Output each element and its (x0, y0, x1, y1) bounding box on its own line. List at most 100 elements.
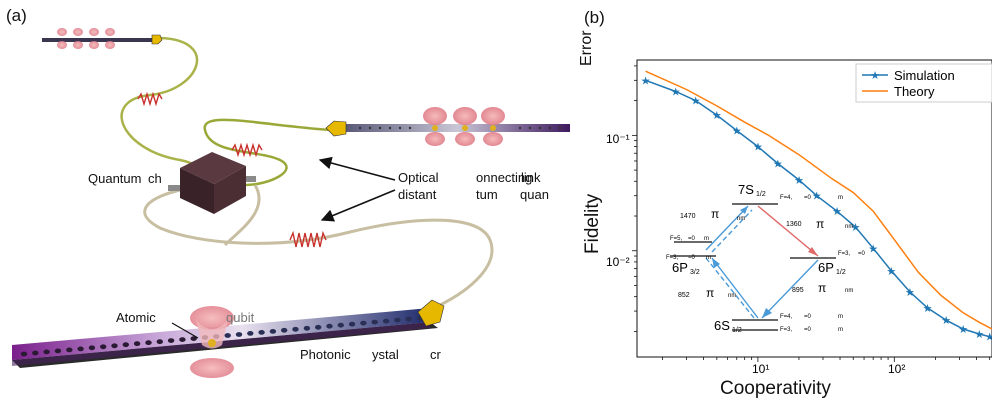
panel-b-label: (b) (584, 8, 605, 27)
crystal-hole (156, 339, 163, 345)
label-mf0-top: =0 (804, 195, 812, 201)
optical-switch-cube (168, 152, 256, 214)
crystal-hole (247, 331, 254, 336)
level-6s: 6S (714, 318, 730, 333)
crystal-hole (100, 344, 107, 350)
data-point-simulation: ★ (974, 329, 984, 341)
label-f3-left: F=3, (666, 255, 679, 261)
data-point-simulation: ★ (868, 243, 878, 255)
crystal-hole (337, 322, 344, 328)
crystal-hole (167, 338, 175, 343)
crystal-hole (348, 321, 356, 327)
data-point-simulation: ★ (886, 266, 896, 278)
label-distant: distant (398, 187, 437, 202)
data-point-simulation: ★ (753, 142, 763, 154)
label-f4-bottom: F=4, (780, 314, 793, 320)
crystal-hole (88, 345, 96, 351)
data-point-simulation: ★ (794, 175, 804, 187)
legend-theory: Theory (894, 84, 935, 99)
data-point-simulation: ★ (923, 303, 933, 315)
legend: ★ Simulation Theory (855, 63, 992, 103)
quantum-network-schematic (12, 28, 570, 378)
arrow-to-atom (171, 322, 199, 339)
transition-1470-dashed (711, 209, 753, 253)
level-6p12: 6P (818, 260, 834, 275)
series-line-theory (645, 70, 992, 330)
crystal-hole (43, 349, 50, 355)
data-point-simulation: ★ (773, 159, 783, 171)
label-quan: quan (520, 187, 549, 202)
series-line-simulation (645, 79, 990, 338)
xtick-label-0: 10¹ (752, 362, 769, 376)
nm-1470: nm (737, 216, 745, 222)
label-qubit: qubit (226, 310, 255, 325)
label-cr: cr (430, 347, 441, 362)
transition-1470 (705, 205, 749, 251)
fiber-mid (203, 118, 331, 187)
crystal-hole (32, 350, 39, 356)
pi-852: π (706, 286, 714, 300)
crystal-hole (394, 317, 401, 323)
transition-852 (711, 257, 759, 319)
crystal-hole (224, 333, 231, 338)
pi-1360: π (816, 217, 824, 231)
level-6p32: 6P (672, 260, 688, 275)
arrow-to-photon (320, 189, 396, 222)
atom-trap-right (423, 107, 505, 146)
crystal-hole (66, 347, 73, 353)
label-m-top: m (838, 195, 843, 201)
label-optical: Optical (398, 170, 439, 185)
label-mf0-f5: =0 (688, 236, 696, 242)
atom-trap-top-left (57, 28, 115, 49)
wavelength-1360: 1360 (786, 221, 802, 228)
label-m-f3-left: m (706, 255, 711, 261)
data-point-simulation: ★ (905, 287, 915, 299)
level-7s: 7S (738, 182, 754, 197)
transition-895 (761, 259, 819, 319)
data-point-simulation: ★ (985, 332, 992, 344)
ytick-label-0: 10⁻¹ (606, 132, 630, 146)
crystal-hole (258, 330, 265, 335)
crystal-hole (382, 318, 390, 324)
arrow-to-switch (318, 156, 396, 181)
label-mf0-f3-bottom: =0 (804, 327, 812, 333)
label-photonic: Photonic (300, 347, 351, 362)
level-6p12-sub: 1/2 (836, 269, 846, 276)
label-f4-top: F=4, (780, 195, 793, 201)
label-mf0-f3-right: =0 (858, 251, 866, 257)
label-link: link (521, 170, 541, 185)
photon-wave-1 (137, 91, 163, 107)
crystal-hole (292, 326, 299, 332)
data-point-simulation: ★ (851, 222, 861, 234)
transition-1360 (757, 205, 819, 257)
crystal-hole (315, 324, 322, 330)
level-7s-sub: 1/2 (756, 191, 766, 198)
label-ystal: ystal (372, 347, 399, 362)
photon-wave-3 (289, 230, 327, 248)
data-point-simulation: ★ (691, 96, 701, 108)
xtick-label-1: 10² (888, 362, 905, 376)
crystal-hole (190, 336, 197, 341)
ytick-label-1: 10⁻² (606, 255, 630, 269)
pi-1470: π (711, 207, 719, 221)
label-mf0-f4-bottom: =0 (804, 314, 812, 320)
data-point-simulation: ★ (671, 87, 681, 99)
crystal-hole (360, 320, 367, 326)
wavelength-895: 895 (792, 287, 804, 294)
label-quantum: Quantum (88, 171, 142, 186)
label-mf0-f3-left: =0 (688, 255, 696, 261)
data-point-simulation: ★ (712, 110, 722, 122)
atom-trap-main (190, 306, 234, 378)
svg-text:★: ★ (870, 70, 880, 82)
label-tum: tum (476, 187, 498, 202)
x-axis-label: Cooperativity (720, 378, 831, 399)
label-m-f4-bottom: m (838, 314, 843, 320)
data-point-simulation: ★ (641, 75, 651, 87)
photon-wave-2 (231, 142, 263, 158)
panel-a-label: (a) (6, 6, 27, 25)
label-atomic: Atomic (116, 310, 156, 325)
fiber-lower (143, 188, 494, 307)
label-onnecting: onnecting (476, 170, 533, 185)
label-m-f3-bottom: m (838, 327, 843, 333)
wavelength-852: 852 (678, 292, 690, 299)
